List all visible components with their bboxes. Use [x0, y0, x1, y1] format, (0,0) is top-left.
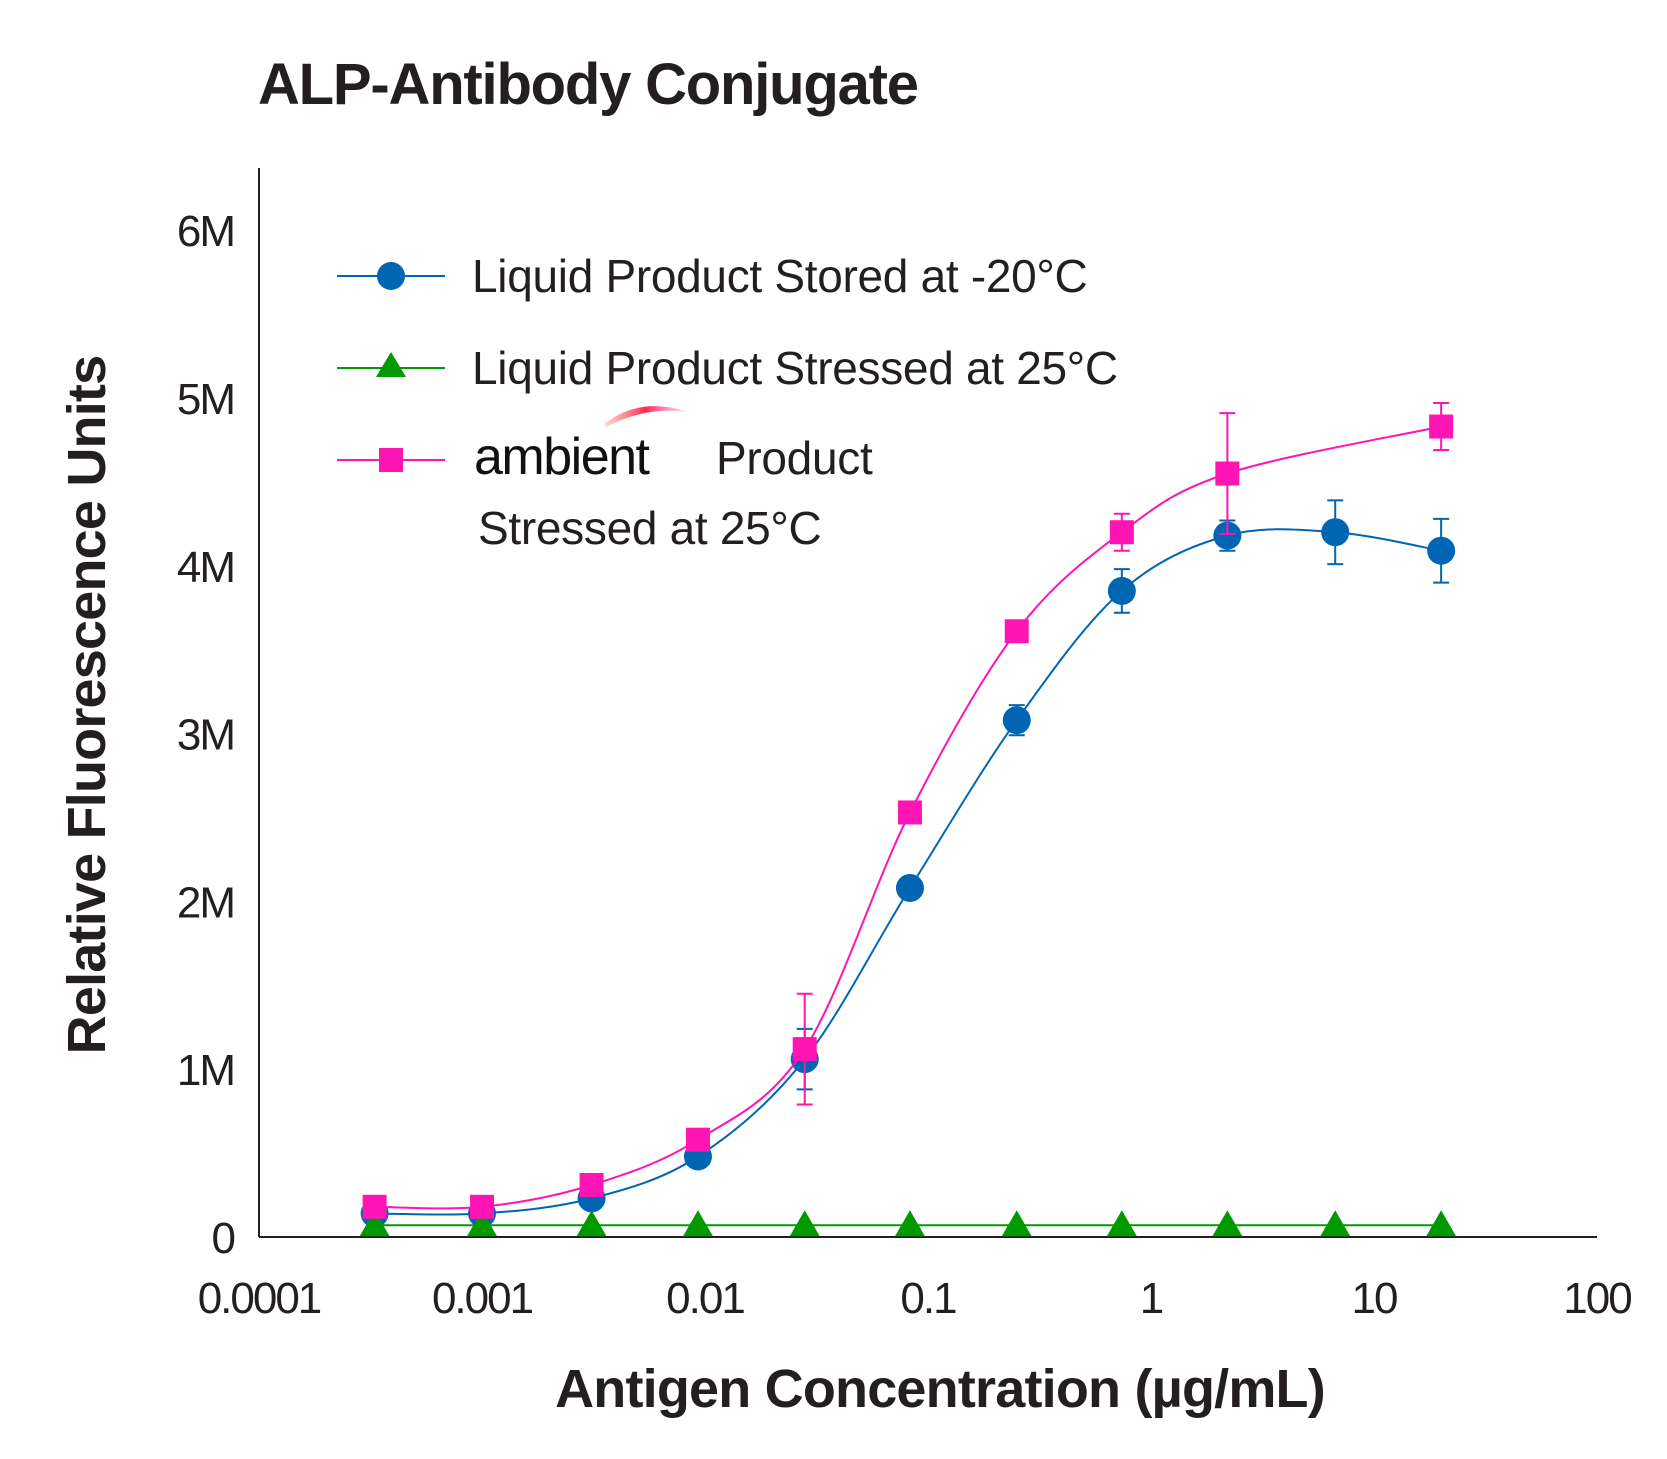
- data-point-circle: [1213, 521, 1242, 550]
- series-layer: [359, 402, 1457, 1237]
- y-tick-label: 2M: [177, 878, 234, 927]
- data-point-square: [1004, 619, 1029, 644]
- legend-marker-circle: [377, 262, 405, 290]
- data-point-triangle: [789, 1210, 820, 1237]
- series-line-1: [374, 528, 1442, 1216]
- data-point-square: [792, 1037, 817, 1062]
- data-point-circle: [1107, 576, 1136, 605]
- x-axis-title: Antigen Concentration (µg/mL): [555, 1359, 1325, 1419]
- x-tick-label: 0.0001: [198, 1274, 321, 1323]
- data-point-square: [470, 1194, 494, 1219]
- x-tick-label: 1: [1140, 1274, 1163, 1323]
- data-point-square: [362, 1194, 387, 1219]
- series-1: [360, 499, 1456, 1228]
- data-point-circle: [1427, 536, 1456, 565]
- data-point-square: [1109, 520, 1134, 545]
- ticks: 0.0001 0.001 0.01 0.1 1 10 100 0 1M 2M 3M 4M 5M 6M: [177, 207, 1633, 1323]
- x-tick-label: 0.001: [432, 1274, 533, 1323]
- ambient-logo-wordmark: ambient: [474, 428, 651, 486]
- legend-label-series-1: Liquid Product Stored at -20°C: [472, 250, 1087, 302]
- data-point-triangle: [1426, 1210, 1457, 1237]
- x-tick-label: 0.1: [900, 1274, 956, 1323]
- data-point-triangle: [1001, 1210, 1032, 1237]
- series-line-3: [374, 425, 1442, 1210]
- legend-item-series-1: Liquid Product Stored at -20°C: [337, 250, 1088, 302]
- data-point-square: [897, 800, 922, 825]
- legend-label-series-3-line2: Stressed at 25°C: [478, 502, 821, 554]
- ambient-logo-swoosh: [604, 406, 688, 427]
- series-3: [362, 402, 1454, 1219]
- legend-item-series-2: Liquid Product Stressed at 25°C: [337, 342, 1118, 394]
- data-point-triangle: [359, 1210, 390, 1237]
- y-axis-title: Relative Fluorescence Units: [57, 356, 117, 1055]
- y-tick-label: 3M: [177, 711, 234, 760]
- data-point-square: [1215, 461, 1240, 486]
- axes: [258, 168, 1597, 1238]
- y-tick-label: 4M: [177, 543, 234, 592]
- data-point-triangle: [1212, 1210, 1243, 1237]
- data-point-triangle: [576, 1210, 607, 1237]
- y-tick-label: 1M: [177, 1046, 234, 1095]
- y-tick-label: 6M: [177, 207, 234, 256]
- x-tick-label: 10: [1352, 1274, 1397, 1323]
- data-point-triangle: [894, 1210, 925, 1237]
- legend-marker-square: [379, 448, 403, 472]
- legend-label-series-3-suffix: Product: [716, 432, 873, 484]
- data-point-square: [685, 1127, 710, 1152]
- y-tick-label: 5M: [177, 375, 234, 424]
- y-tick-label: 0: [212, 1214, 235, 1263]
- chart-title: ALP-Antibody Conjugate: [258, 52, 918, 117]
- series-2: [359, 1210, 1457, 1237]
- data-point-triangle: [1106, 1210, 1137, 1237]
- legend-item-series-3: ambient Product Stressed at 25°C: [337, 406, 873, 554]
- data-point-triangle: [682, 1210, 713, 1237]
- data-point-circle: [1002, 706, 1031, 735]
- data-point-square: [1429, 414, 1454, 439]
- data-point-triangle: [467, 1210, 497, 1237]
- data-point-triangle: [1320, 1210, 1351, 1237]
- data-point-square: [579, 1172, 604, 1197]
- legend-label-series-2: Liquid Product Stressed at 25°C: [472, 342, 1118, 394]
- legend: Liquid Product Stored at -20°C Liquid Pr…: [337, 250, 1118, 554]
- x-tick-label: 100: [1563, 1274, 1631, 1323]
- data-point-circle: [895, 873, 924, 902]
- legend-marker-triangle: [376, 352, 406, 377]
- data-point-circle: [1321, 518, 1350, 547]
- x-tick-label: 0.01: [666, 1274, 744, 1323]
